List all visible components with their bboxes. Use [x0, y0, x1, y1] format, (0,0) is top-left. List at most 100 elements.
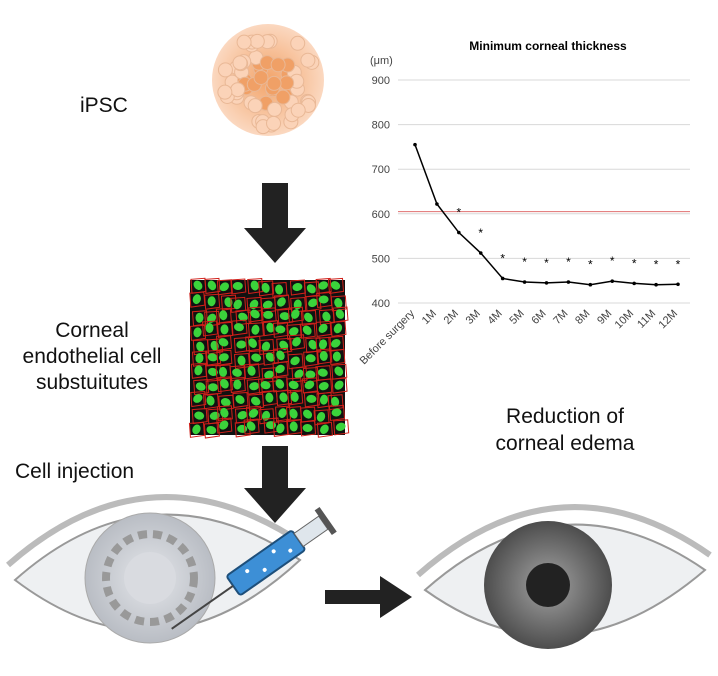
x-tick-label: 10M [613, 308, 637, 332]
data-point [610, 279, 615, 283]
nucleus [335, 309, 345, 319]
nucleus [289, 408, 298, 419]
nucleus [276, 350, 285, 361]
data-point [566, 280, 571, 284]
nucleus [319, 350, 328, 361]
nucleus [248, 408, 259, 418]
cell-border [203, 422, 220, 439]
endothelial-cells [188, 277, 350, 439]
nucleus [208, 383, 219, 392]
cell-border [328, 404, 346, 422]
nucleus [304, 312, 313, 323]
cell-border [216, 376, 234, 393]
nucleus [250, 309, 260, 319]
nucleus [232, 281, 243, 290]
y-tick-label: 500 [372, 253, 390, 265]
nucleus [249, 382, 260, 391]
significance-mark: * [588, 258, 593, 272]
significance-mark: * [566, 255, 571, 269]
cell [247, 98, 263, 114]
x-tick-label: 2M [442, 308, 461, 327]
cell-border [331, 363, 348, 380]
nucleus [250, 280, 259, 291]
cell-border [258, 408, 275, 425]
nucleus [195, 312, 204, 323]
nucleus [251, 324, 260, 335]
nucleus [288, 380, 299, 390]
nucleus [237, 355, 246, 366]
cell [266, 75, 282, 91]
x-tick-label: 1M [420, 308, 439, 327]
chart: 400 500 600 700 800 900 Before surgery 1M 2M * 3M *… [358, 75, 690, 367]
nucleus [306, 284, 316, 294]
cell-border [272, 361, 289, 378]
cell-border [247, 306, 264, 323]
cell-border [216, 405, 233, 422]
nucleus [219, 282, 230, 292]
cell-border [245, 405, 263, 422]
x-tick-label: 5M [507, 308, 526, 327]
nucleus [251, 353, 262, 362]
significance-mark: * [676, 257, 681, 271]
cell-border [204, 277, 221, 294]
nucleus [318, 295, 329, 304]
cell [290, 102, 306, 118]
nucleus [251, 396, 261, 406]
nucleus [308, 339, 318, 350]
nucleus [277, 297, 286, 307]
nucleus [193, 327, 202, 338]
data-point [435, 202, 439, 206]
nucleus [275, 379, 285, 389]
cell-border [300, 420, 317, 437]
x-tick-label: Before surgery [358, 307, 418, 367]
cell [253, 69, 269, 85]
cell-border [189, 324, 207, 341]
x-tick-label: 8M [573, 308, 592, 327]
significance-mark: * [544, 256, 549, 270]
x-tick-label: 4M [485, 308, 504, 327]
nucleus [195, 353, 204, 364]
nucleus [261, 410, 271, 421]
nucleus [275, 325, 286, 334]
result-label: corneal edema [496, 432, 635, 455]
nucleus [334, 366, 344, 376]
nucleus [330, 339, 341, 348]
cell-border [189, 291, 206, 308]
nucleus [194, 365, 203, 376]
cell [217, 62, 233, 78]
cell [230, 82, 246, 98]
cell [290, 35, 306, 51]
significance-mark: * [522, 255, 527, 269]
nucleus [318, 281, 329, 290]
nucleus [318, 381, 329, 391]
cell-border [258, 280, 275, 297]
nucleus [234, 323, 244, 332]
nucleus [304, 380, 315, 390]
ipsc-colony [212, 24, 324, 136]
cell-border [191, 408, 208, 425]
significance-mark: * [654, 258, 659, 272]
nucleus [335, 422, 346, 431]
cell-border [330, 320, 347, 337]
nucleus [289, 421, 298, 432]
nucleus [266, 322, 275, 333]
data-point [588, 282, 593, 287]
data-point [457, 230, 461, 235]
nucleus [290, 356, 300, 366]
nucleus [220, 324, 229, 335]
nucleus [249, 299, 259, 310]
y-tick-label: 900 [372, 75, 390, 87]
cell-border [243, 363, 261, 380]
cell-border [215, 307, 232, 324]
data-point [676, 282, 680, 287]
nucleus [207, 353, 218, 362]
cell-border [230, 278, 247, 295]
chart-title: Minimum corneal thickness [469, 39, 627, 53]
cell-border [193, 379, 210, 396]
cell-border [327, 277, 345, 294]
cell [279, 75, 295, 91]
cell-border [315, 320, 332, 337]
x-tick-label: 3M [464, 308, 483, 327]
significance-mark: * [500, 251, 505, 265]
